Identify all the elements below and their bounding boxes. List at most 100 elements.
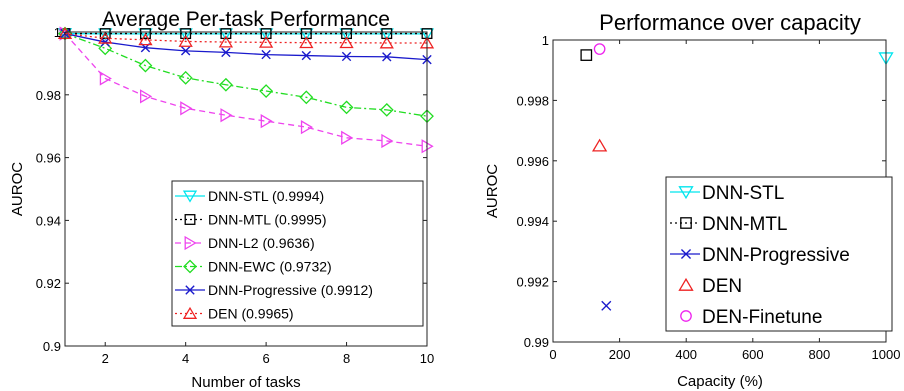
data-point-den: [339, 35, 354, 49]
data-point-dnn-progressive: [221, 47, 231, 58]
data-point-dnn-ewc: [259, 84, 274, 98]
chart-performance-over-capacity: 0 200 400 600 800 1000 0.99 0.992 0.994 0.996 0.99…: [484, 10, 900, 390]
x-tick-label: 8: [343, 351, 350, 366]
data-point-dnn-mtl: [180, 28, 192, 40]
data-point-dnn-progressive: [261, 49, 271, 60]
legend-swatch-marker-dnn-progressive-stroke-b: [680, 248, 692, 260]
data-point-dnn-progressive: [301, 50, 312, 61]
data-point-dnn-mtl: [260, 28, 272, 40]
data-point-dnn-progressive-stroke-b: [601, 300, 612, 311]
legend-box: [171, 180, 424, 327]
legend-label-dnn-ewc: DNN-EWC (0.9732): [208, 259, 332, 275]
x-tick-label: 0: [549, 347, 556, 362]
data-point-dnn-l2: [300, 120, 314, 135]
data-point-dnn-progressive-stroke-b: [261, 49, 271, 60]
data-point-den: [299, 35, 314, 49]
legend-label-dnn-mtl: DNN-MTL (0.9995): [208, 212, 327, 228]
data-point-dnn-progressive: [341, 51, 352, 62]
x-tick-label: 4: [182, 351, 189, 366]
legend-swatch-marker-dnn-mtl: [680, 217, 692, 229]
data-point-dnn-ewc: [178, 70, 193, 85]
data-point-dnn-progressive-stroke-b: [301, 50, 312, 61]
data-point-dnn-progressive-stroke-b: [180, 46, 191, 56]
legend-label-dnn-l2: DNN-L2 (0.9636): [208, 235, 315, 251]
data-point-dnn-ewc: [299, 90, 314, 105]
x-tick-label: 400: [675, 347, 697, 362]
x-tick-label: 6: [262, 351, 269, 366]
series-line-dnn-ewc: [64, 32, 428, 117]
y-tick-label: 1: [542, 33, 549, 48]
x-tick-label: 1000: [872, 347, 901, 362]
data-point-den: [591, 138, 608, 152]
data-point-dnn-ewc: [379, 102, 394, 117]
legend-swatch-marker-dnn-stl: [678, 186, 694, 200]
data-point-den: [218, 35, 234, 48]
data-point-dnn-mtl: [580, 49, 593, 61]
y-axis-label: AUROC: [9, 162, 26, 216]
tick-group: 0 200 400 600 800 1000 0.99 0.992 0.994 0.996 0.99…: [516, 33, 900, 362]
legend-label-den-finetune: DEN-Finetune: [702, 307, 822, 328]
data-point-dnn-mtl: [220, 28, 232, 40]
data-point-dnn-progressive: [100, 37, 110, 47]
legend-label-dnn-progressive: DNN-Progressive: [702, 245, 850, 266]
data-point-dnn-ewc: [218, 77, 233, 92]
data-point-den: [138, 33, 153, 46]
series-line-den: [64, 32, 427, 44]
data-point-den: [379, 36, 394, 49]
legend-label-dnn-stl: DNN-STL (0.9994): [208, 188, 324, 204]
series-line-dnn-progressive: [64, 32, 428, 61]
x-tick-label: 200: [609, 347, 631, 362]
data-point-den: [98, 31, 113, 44]
data-point-dnn-progressive-stroke-b: [341, 51, 352, 62]
data-point-dnn-l2: [99, 71, 112, 86]
data-point-dnn-l2: [139, 89, 153, 104]
legend-label-dnn-stl: DNN-STL: [702, 183, 784, 204]
legend-swatch-marker-dnn-ewc: [183, 259, 197, 274]
chart-title: Performance over capacity: [599, 10, 861, 35]
x-tick-label: 800: [809, 347, 831, 362]
data-point-dnn-progressive-stroke-b: [100, 37, 110, 47]
legend-swatch-marker-dnn-progressive: [680, 248, 692, 260]
legend-swatch-marker-dnn-l2: [184, 235, 197, 251]
legend-label-dnn-progressive: DNN-Progressive (0.9912): [208, 282, 373, 298]
legend-swatch-marker-dnn-mtl: [184, 214, 196, 225]
data-point-dnn-progressive: [601, 300, 612, 311]
series-line-dnn-l2: [64, 33, 428, 147]
x-tick-label: 600: [742, 347, 764, 362]
legend-box: [665, 176, 893, 332]
chart-title: Average Per-task Performance: [102, 8, 390, 31]
data-point-dnn-l2: [260, 114, 273, 129]
y-tick-label: 0.998: [516, 93, 549, 108]
data-point-dnn-l2: [341, 130, 354, 145]
data-point-dnn-progressive-stroke-b: [221, 47, 231, 58]
data-point-dnn-l2: [180, 101, 193, 116]
y-tick-label: 0.96: [36, 151, 61, 166]
x-axis-label: Number of tasks: [191, 374, 300, 391]
y-tick-label: 0.92: [36, 276, 61, 291]
y-tick-label: 0.9: [43, 339, 61, 354]
axes-box: [64, 31, 428, 347]
legend-label-dnn-mtl: DNN-MTL: [702, 214, 788, 235]
data-point-dnn-ewc: [138, 58, 153, 73]
x-tick-label: 10: [420, 351, 434, 366]
chart-average-per-task-performance: 2 4 6 8 10 0.9 0.92 0.94 0.96 0.98 1 Average Per-t…: [9, 8, 434, 391]
legend-label-den: DEN: [702, 276, 742, 297]
data-point-dnn-l2: [381, 133, 394, 149]
data-point-dnn-l2: [220, 108, 233, 123]
y-tick-label: 0.94: [36, 213, 61, 228]
legend-swatch-marker-den: [182, 306, 198, 319]
legend-swatch-marker-dnn-progressive-stroke-b: [185, 285, 195, 295]
legend-swatch-marker-dnn-stl: [182, 190, 198, 203]
data-point-den: [178, 34, 193, 47]
legend-swatch-marker-den: [678, 277, 694, 291]
y-tick-label: 1: [54, 25, 61, 40]
series-group: [580, 43, 894, 311]
x-axis-label: Capacity (%): [677, 373, 763, 390]
tick-group: 2 4 6 8 10 0.9 0.92 0.94 0.96 0.98 1: [36, 25, 435, 366]
data-point-dnn-ewc: [339, 100, 354, 115]
y-tick-label: 0.99: [524, 335, 549, 350]
y-tick-label: 0.994: [516, 214, 549, 229]
y-axis-label: AUROC: [484, 164, 501, 218]
data-point-den: [258, 35, 274, 48]
data-point-dnn-mtl: [139, 28, 151, 40]
